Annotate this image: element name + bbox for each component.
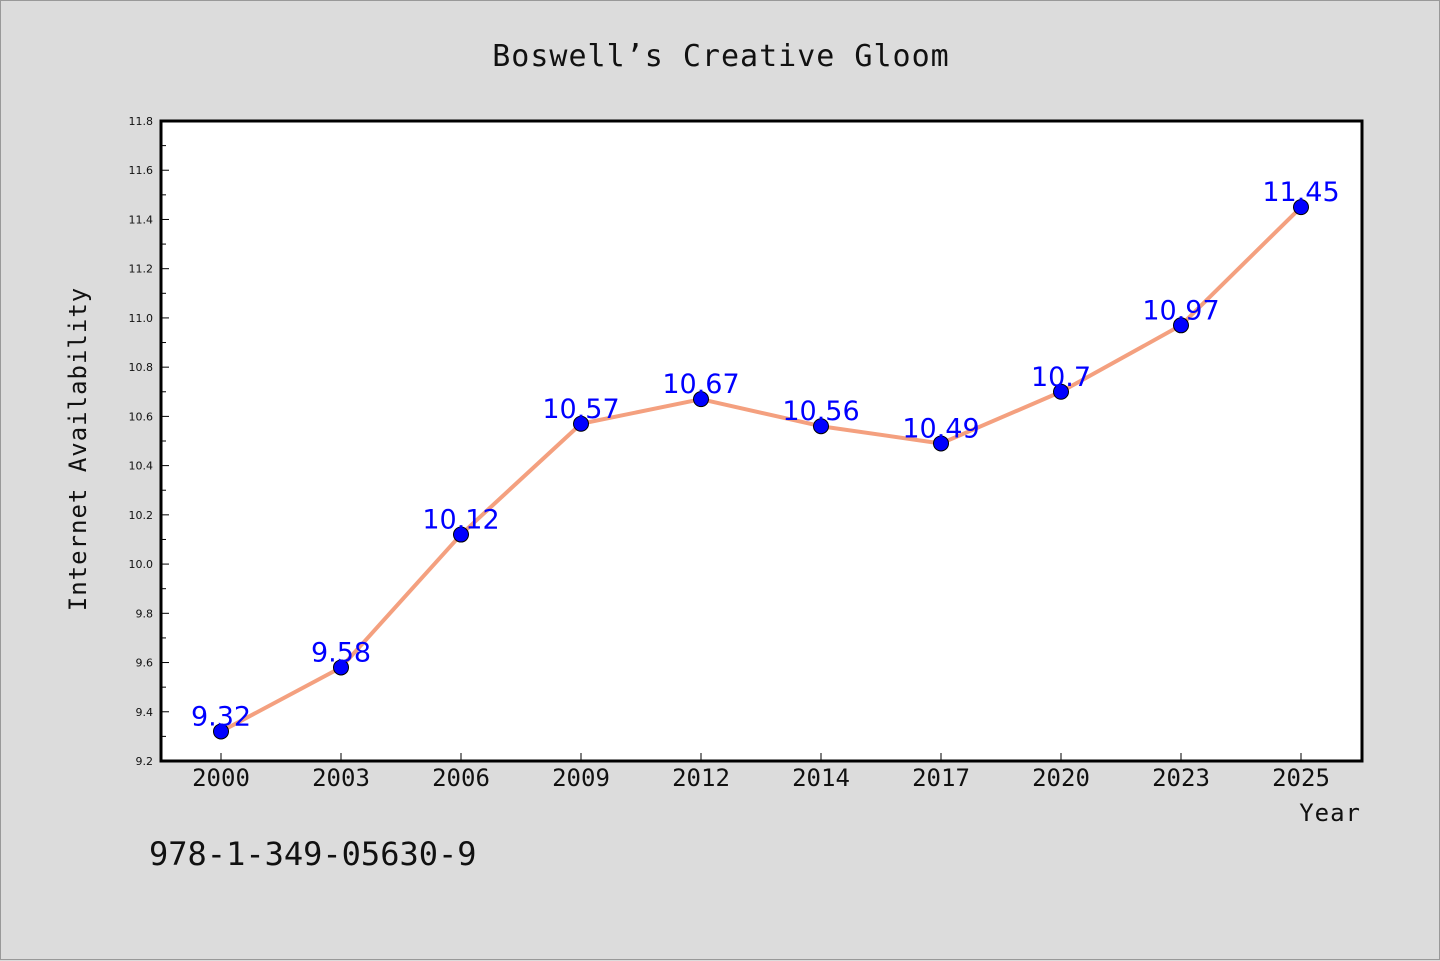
y-tick-label: 10.6 bbox=[129, 410, 154, 423]
x-axis-label: Year bbox=[1299, 799, 1361, 827]
data-point bbox=[1293, 199, 1309, 216]
y-tick-label: 10.4 bbox=[129, 460, 154, 473]
x-axis-ticks: 2000 2003 2006 2009 2012 2014 2017 2020 2023 2025 bbox=[192, 753, 1330, 792]
x-tick-label: 2009 bbox=[552, 764, 610, 792]
y-tick-label: 10.0 bbox=[129, 558, 154, 571]
x-tick-label: 2006 bbox=[432, 764, 490, 792]
x-tick-label: 2000 bbox=[192, 764, 250, 792]
data-point bbox=[1053, 383, 1069, 400]
x-tick-label: 2014 bbox=[792, 764, 850, 792]
x-tick-label: 2020 bbox=[1032, 764, 1090, 792]
y-tick-label: 9.4 bbox=[136, 706, 154, 719]
data-point bbox=[573, 415, 589, 432]
data-point bbox=[933, 435, 949, 452]
data-label: 10.67 bbox=[662, 369, 739, 400]
x-tick-label: 2003 bbox=[312, 764, 370, 792]
data-label: 9.58 bbox=[311, 637, 371, 668]
y-tick-label: 9.2 bbox=[136, 755, 154, 768]
isbn-text: 978-1-349-05630-9 bbox=[149, 835, 477, 873]
data-point bbox=[693, 391, 709, 408]
data-markers bbox=[213, 199, 1309, 740]
data-point bbox=[1173, 317, 1189, 334]
y-tick-label: 10.8 bbox=[129, 361, 154, 374]
data-label: 11.45 bbox=[1262, 177, 1339, 208]
data-label: 10.97 bbox=[1142, 295, 1219, 326]
y-tick-label: 11.6 bbox=[129, 164, 154, 177]
x-tick-label: 2023 bbox=[1152, 764, 1210, 792]
data-label: 10.56 bbox=[782, 396, 859, 427]
series-line bbox=[220, 205, 1303, 734]
x-tick-label: 2017 bbox=[912, 764, 970, 792]
y-tick-label: 9.8 bbox=[136, 607, 154, 620]
y-axis-label: Internet Availability bbox=[64, 287, 92, 611]
data-label: 9.32 bbox=[191, 701, 251, 732]
plot-area bbox=[159, 119, 1364, 763]
y-tick-label: 11.2 bbox=[129, 263, 154, 276]
data-point bbox=[213, 723, 229, 740]
x-tick-label: 2012 bbox=[672, 764, 730, 792]
y-tick-label: 11.4 bbox=[129, 213, 154, 226]
data-point bbox=[453, 526, 469, 543]
data-label: 10.49 bbox=[902, 413, 979, 444]
data-point bbox=[813, 418, 829, 435]
y-tick-label: 10.2 bbox=[129, 509, 154, 522]
data-labels: 9.32 9.58 10.12 10.57 10.67 10.56 10.49 10.7 10.… bbox=[191, 177, 1340, 732]
data-point bbox=[333, 659, 349, 676]
x-tick-label: 2025 bbox=[1272, 764, 1330, 792]
data-label: 10.7 bbox=[1031, 362, 1091, 393]
y-axis-ticks: 9.2 9.4 9.6 9.8 10.0 10.2 10.4 10.6 10.8 11.0 11.2… bbox=[129, 115, 169, 768]
chart-title: Boswell’s Creative Gloom bbox=[492, 39, 950, 74]
y-tick-label: 9.6 bbox=[136, 657, 154, 670]
y-tick-label: 11.0 bbox=[129, 312, 154, 325]
data-label: 10.57 bbox=[542, 394, 619, 425]
y-tick-label: 11.8 bbox=[129, 115, 154, 128]
data-label: 10.12 bbox=[422, 505, 499, 536]
